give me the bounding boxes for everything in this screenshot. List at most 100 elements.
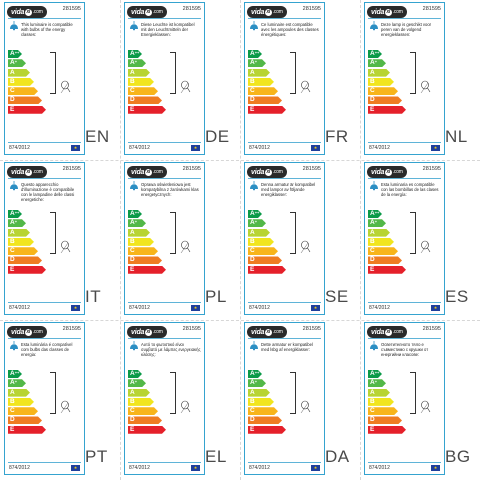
footer-divider [128, 142, 201, 143]
energy-class-letter: D [130, 96, 135, 104]
label-cell-nl: vida xl .com 281595 Deze lamp is geschikt … [360, 0, 480, 160]
eu-flag-icon: ★ [311, 465, 320, 471]
energy-class-letter: A [250, 228, 255, 236]
energy-class-letter: A [130, 210, 135, 217]
energy-class-bar: A++ [128, 370, 142, 378]
header-divider [8, 338, 81, 339]
energy-class-scale: A++ A+ A B C D E [8, 370, 48, 435]
label-cell-fr: vida xl .com 281595 Ce luminaire est compa… [240, 0, 360, 160]
energy-class-plus: ++ [134, 210, 140, 215]
energy-class-scale: A++ A+ A B C D E [248, 50, 288, 115]
compatibility-text: Esta luminaria es compatible con las bom… [381, 182, 439, 197]
header-divider [8, 18, 81, 19]
energy-class-bar: A [128, 229, 150, 237]
vidaxl-logo: vida xl .com [247, 166, 287, 178]
energy-class-bar: D [368, 256, 402, 264]
footer-divider [8, 142, 81, 143]
logo-brand-text: vida [11, 8, 25, 16]
energy-class-letter: E [250, 425, 255, 433]
energy-class-bar: B [248, 78, 274, 86]
energy-class-bar: E [248, 106, 286, 114]
logo-xl-badge: xl [24, 328, 32, 336]
compatibility-text: Esta luminária é compatível com bulbs da… [21, 342, 73, 357]
language-code: NL [445, 127, 468, 146]
label-cell-da: vida xl .com 281595 Dette armatur er kompa… [240, 320, 360, 480]
header-divider [128, 18, 201, 19]
energy-class-letter: A [130, 370, 135, 377]
energy-class-letter: A [250, 59, 255, 67]
energy-class-bar: D [368, 96, 402, 104]
energy-class-bar: E [128, 106, 166, 114]
energy-class-scale: A++ A+ A B C D E [8, 50, 48, 115]
logo-domain-text: .com [272, 169, 283, 175]
language-code: FR [325, 127, 349, 146]
pendant-lamp-icon [370, 341, 378, 351]
energy-class-letter: A [130, 219, 135, 227]
label-cell-pl: vida xl .com 281595 Oprawa oświetleniowa j… [120, 160, 240, 320]
logo-xl-badge: xl [384, 8, 392, 16]
energy-class-letter: E [250, 105, 255, 113]
energy-class-bar: C [248, 247, 278, 255]
label-cell-se: vida xl .com 281595 Denna armatur är kompa… [240, 160, 360, 320]
logo-domain-text: .com [272, 9, 283, 15]
energy-class-plus: + [14, 379, 18, 385]
pendant-lamp-icon [10, 21, 18, 31]
logo-domain-text: .com [392, 329, 403, 335]
energy-class-plus: ++ [254, 50, 260, 55]
header-divider [248, 338, 321, 339]
energy-class-letter: A [10, 370, 15, 377]
energy-label-card: vida xl .com 281595 Ce luminaire est compa… [244, 2, 325, 155]
bulb-outline-icon [420, 80, 431, 94]
energy-class-bar: B [368, 238, 394, 246]
product-code: 281595 [422, 326, 441, 332]
label-cell-it: vida xl .com 281595 Questo apparecchio d'i… [0, 160, 120, 320]
pendant-lamp-icon [130, 21, 138, 31]
label-cell-pt: vida xl .com 281595 Esta luminária é compa… [0, 320, 120, 480]
energy-class-letter: A [370, 68, 375, 76]
energy-class-letter: D [10, 256, 15, 264]
regulation-number: 874/2012 [369, 465, 390, 471]
energy-class-letter: C [250, 87, 255, 95]
energy-class-bar: E [8, 266, 46, 274]
compatibility-bracket [170, 212, 176, 254]
energy-class-letter: C [130, 87, 135, 95]
grid-divider [0, 160, 480, 161]
bulb-outline-icon [60, 240, 71, 254]
energy-class-scale: A++ A+ A B C D E [368, 210, 408, 275]
energy-class-plus: + [374, 219, 378, 225]
bulb-outline-icon [180, 240, 191, 254]
energy-class-letter: A [130, 68, 135, 76]
energy-class-plus: ++ [14, 370, 20, 375]
compatibility-text: Deze lamp is geschikt voor peren van de … [381, 22, 432, 37]
energy-class-bar: A++ [128, 50, 142, 58]
energy-class-plus: ++ [14, 50, 20, 55]
energy-class-bar: A+ [368, 379, 386, 387]
energy-label-card: vida xl .com 281595 This luminaire is comp… [4, 2, 85, 155]
logo-xl-badge: xl [24, 168, 32, 176]
energy-class-letter: B [250, 397, 255, 405]
energy-class-letter: E [10, 105, 15, 113]
energy-class-bar: A [368, 389, 390, 397]
energy-class-bar: B [128, 238, 154, 246]
energy-class-bar: B [8, 238, 34, 246]
bulb-outline-icon [420, 400, 431, 414]
header-divider [368, 18, 441, 19]
energy-class-bar: D [8, 416, 42, 424]
vidaxl-logo: vida xl .com [127, 6, 167, 18]
energy-class-letter: E [250, 265, 255, 273]
energy-class-letter: A [370, 59, 375, 67]
regulation-number: 874/2012 [129, 465, 150, 471]
energy-class-bar: A+ [8, 219, 26, 227]
energy-class-plus: + [134, 219, 138, 225]
energy-class-letter: A [10, 210, 15, 217]
energy-class-letter: C [130, 407, 135, 415]
compatibility-text: Questo apparecchio d'illuminazione è com… [21, 182, 75, 202]
compatibility-text: Oprawa oświetleniowa jest kompatybilna z… [141, 182, 199, 197]
regulation-number: 874/2012 [129, 305, 150, 311]
label-cell-el: vida xl .com 281595 Αυτό το φωτιστικό είνα… [120, 320, 240, 480]
eu-flag-icon: ★ [311, 305, 320, 311]
energy-class-letter: A [370, 210, 375, 217]
eu-flag-icon: ★ [431, 305, 440, 311]
energy-class-letter: D [250, 96, 255, 104]
logo-brand-text: vida [131, 168, 145, 176]
